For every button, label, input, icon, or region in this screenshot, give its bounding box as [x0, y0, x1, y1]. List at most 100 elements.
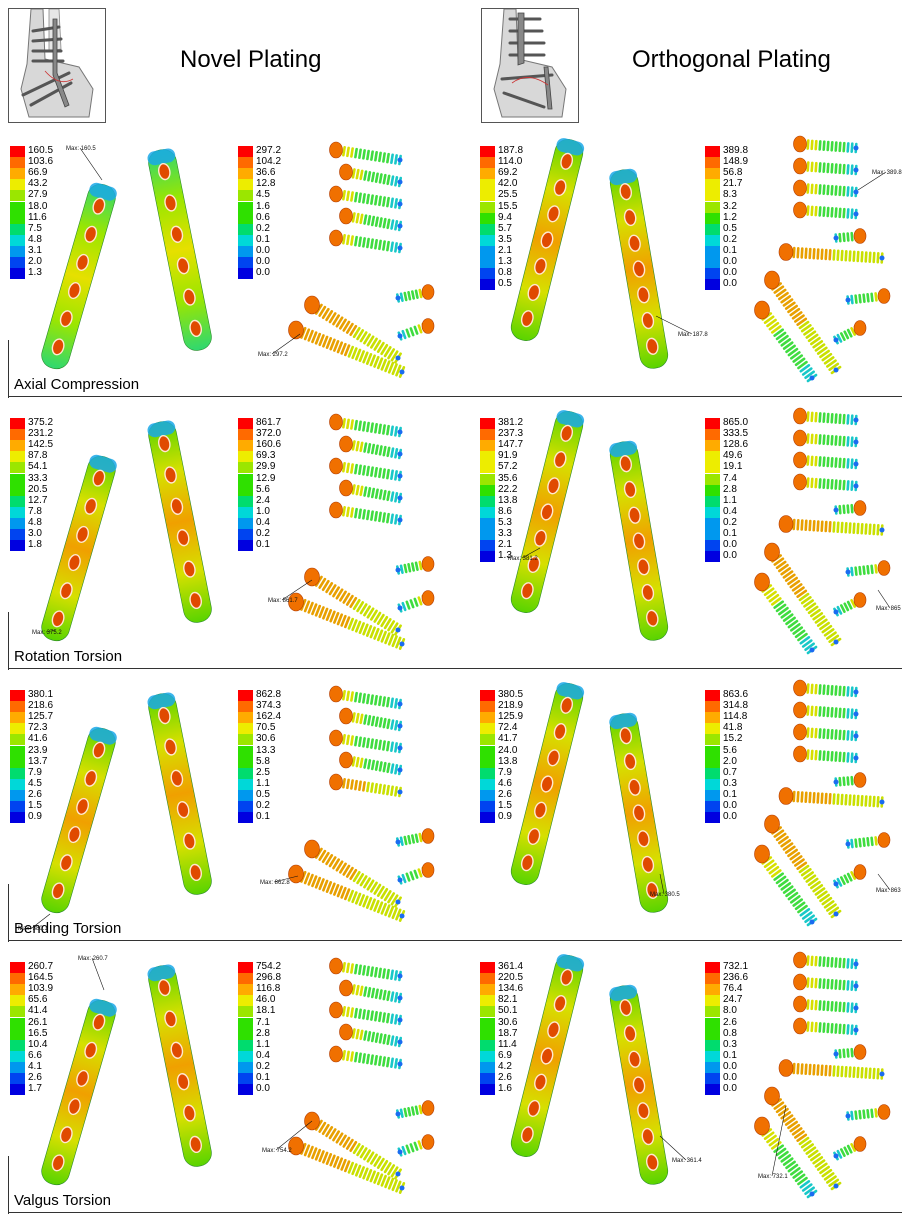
legend-swatch	[10, 234, 25, 246]
legend-value: 1.5	[498, 800, 512, 811]
orthogonal-short-screw	[793, 407, 859, 426]
legend-swatch	[10, 1006, 25, 1018]
novel-long-screw	[288, 320, 406, 378]
novel-plate-view-1	[41, 998, 117, 1186]
legend-value: 1.3	[498, 256, 512, 267]
orthogonal-plate-view-2	[609, 712, 669, 913]
legend-value: 18.1	[256, 1005, 276, 1017]
novel-screw-stress-legend: 861.7 372.0 160.6 69.3 29.9 12.9 5.6 2.4 1.0 0.4 0…	[238, 417, 318, 553]
legend-value: 162.4	[256, 711, 282, 723]
legend-value: 30.6	[498, 1016, 518, 1028]
legend-swatch	[10, 1028, 25, 1040]
legend-value: 375.2	[28, 417, 54, 428]
legend-swatch	[238, 418, 253, 430]
legend-value: 0.5	[498, 278, 512, 290]
max-value-label: Max: 380.5	[650, 892, 680, 898]
orthogonal-short-screw	[793, 723, 859, 742]
orthogonal-long-screw	[764, 542, 842, 647]
legend-swatch	[480, 756, 495, 768]
legend-swatch	[10, 1017, 25, 1029]
legend-swatch	[705, 778, 720, 790]
legend-swatch	[238, 1017, 253, 1029]
legend-swatch	[10, 734, 25, 746]
legend-value: 0.0	[723, 539, 737, 551]
legend-value: 1.7	[28, 1083, 42, 1095]
legend-swatch	[10, 767, 25, 779]
legend-swatch	[10, 1073, 25, 1085]
novel-small-screw	[395, 556, 435, 575]
legend-swatch	[705, 812, 720, 824]
legend-value: 237.3	[498, 428, 524, 440]
max-value-label: Max: 389.8	[872, 170, 902, 176]
legend-swatch	[10, 1039, 25, 1051]
legend-value: 3.2	[723, 200, 737, 212]
legend-swatch	[10, 418, 25, 430]
legend-swatch	[480, 190, 495, 202]
legend-swatch	[705, 462, 720, 474]
row-frame-bottom	[8, 668, 902, 669]
novel-screw-stress-legend: 297.2 104.2 36.6 12.8 4.5 1.6 0.6 0.2 0.1 0.0 0.0 0…	[238, 145, 318, 281]
legend-value: 2.6	[498, 788, 512, 800]
legend-swatch	[10, 179, 25, 191]
legend-value: 0.1	[256, 1072, 270, 1083]
legend-swatch	[238, 451, 253, 463]
legend-swatch	[10, 473, 25, 485]
legend-value: 9.4	[498, 211, 512, 223]
orthogonal-screw-stress-legend: 732.1 236.6 76.4 24.7 8.0 2.6 0.8 0.3 0.1 0.0 0.0 0…	[705, 961, 785, 1097]
legend-swatch	[480, 767, 495, 779]
legend-value: 7.9	[498, 766, 512, 778]
orthogonal-plate-stress-legend: 381.2 237.3 147.7 91.9 57.2 35.6 22.2 13.8 8.6 5.…	[480, 417, 560, 564]
max-leader-line	[79, 147, 103, 181]
legend-value: 7.1	[256, 1016, 270, 1028]
legend-swatch	[480, 745, 495, 757]
legend-value: 6.6	[28, 1049, 42, 1061]
orthogonal-small-screw	[833, 228, 867, 244]
legend-swatch	[705, 1073, 720, 1085]
legend-swatch	[480, 146, 495, 158]
legend-value: 381.2	[498, 417, 524, 428]
legend-swatch	[480, 506, 495, 518]
row-frame-left	[8, 884, 9, 942]
legend-swatch	[10, 778, 25, 790]
max-value-label: Max: 754.2	[262, 1148, 292, 1154]
legend-value: 128.6	[723, 439, 749, 451]
legend-swatch	[10, 484, 25, 496]
stress-visualization: Max: 260.7 Max: 754.2 Max: 361.4 Max: 732.1	[41, 951, 891, 1199]
max-leader-line	[857, 171, 887, 191]
novel-long-screw	[288, 1136, 406, 1194]
legend-value: 865.0	[723, 417, 749, 428]
max-value-label: Max: 732.1	[758, 1174, 788, 1180]
legend-swatch	[238, 179, 253, 191]
row-frame-bottom	[8, 1212, 902, 1213]
legend-value: 70.5	[256, 722, 276, 734]
orthogonal-ankle-thumbnail	[481, 8, 579, 123]
orthogonal-plating-title: Orthogonal Plating	[632, 46, 831, 73]
legend-value: 41.4	[28, 1005, 48, 1017]
legend-value: 160.5	[28, 145, 54, 156]
orthogonal-plate-view-1	[510, 954, 585, 1157]
novel-plate-view-2	[147, 964, 212, 1167]
legend-swatch	[705, 212, 720, 224]
legend-value: 0.8	[498, 267, 512, 279]
legend-swatch	[480, 789, 495, 801]
load-case-row: Bending Torsion 380.1 218.6 125.7 72.3 41.6 23…	[0, 674, 912, 942]
orthogonal-long-screw	[764, 1086, 842, 1191]
legend-swatch	[10, 257, 25, 269]
orthogonal-plate-view-1	[510, 410, 585, 613]
load-case-label: Axial Compression	[14, 376, 140, 393]
legend-value: 82.1	[498, 994, 518, 1006]
legend-value: 57.2	[498, 461, 518, 473]
legend-swatch	[238, 1084, 253, 1096]
legend-swatch	[705, 1017, 720, 1029]
legend-value: 8.3	[723, 189, 737, 201]
legend-swatch	[10, 190, 25, 202]
legend-value: 41.8	[723, 722, 743, 734]
max-leader-line	[275, 1120, 313, 1151]
legend-swatch	[705, 801, 720, 813]
legend-value: 380.5	[498, 689, 524, 700]
legend-value: 260.7	[28, 961, 54, 972]
novel-short-screw	[339, 479, 403, 504]
novel-screw-stress-legend: 754.2 296.8 116.8 46.0 18.1 7.1 2.8 1.1 0.4 0.2 0.…	[238, 961, 318, 1097]
legend-swatch	[705, 223, 720, 235]
max-value-label: Max: 380.1	[18, 926, 48, 932]
